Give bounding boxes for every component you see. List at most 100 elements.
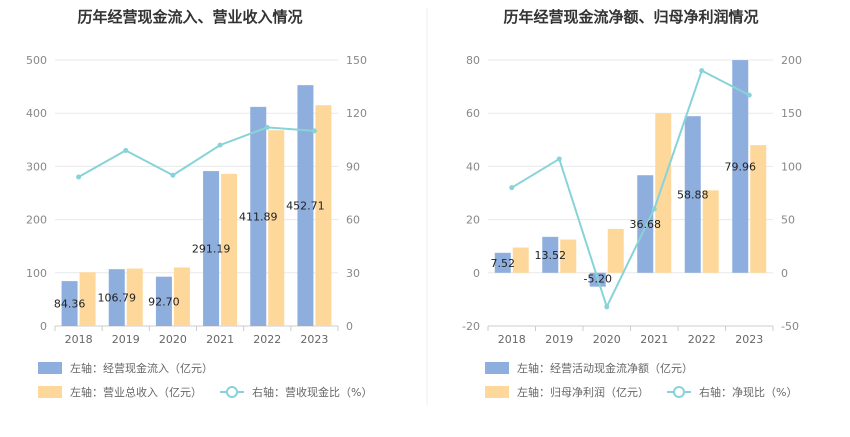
chart2-x-tick-label: 2022 [688, 333, 716, 346]
chart2-data-label: 13.52 [535, 249, 567, 262]
chart2-x-tick-label: 2020 [593, 333, 621, 346]
chart1-x-tick-label: 2019 [112, 333, 140, 346]
chart2-line-point [556, 156, 562, 162]
chart2-bar-s2 [702, 190, 719, 273]
chart1-line-point [311, 128, 317, 134]
chart1-x-tick-label: 2020 [159, 333, 187, 346]
chart1-line-point [123, 147, 129, 153]
chart2-bar-s2 [750, 145, 767, 273]
chart2-line-s3 [511, 69, 750, 310]
chart1-right-tick: 0 [346, 320, 353, 333]
chart1-bar-s1 [61, 281, 78, 326]
chart2-legend-marker-s3 [673, 386, 685, 398]
chart2-data-label: 36.68 [630, 218, 662, 231]
chart2-right-tick: -50 [781, 320, 799, 333]
chart1-bar-s1 [297, 85, 314, 326]
chart2-line-point [604, 304, 610, 310]
chart2-legend-label-s3: 右轴：净现比（%） [699, 385, 797, 399]
chart2-line-point [699, 68, 705, 74]
chart1-bar-s1 [250, 106, 267, 327]
chart2-data-label: 58.88 [677, 188, 709, 201]
chart2-bar-s1 [732, 60, 749, 273]
chart1-left-tick: 300 [26, 160, 47, 173]
chart1-data-label: 291.19 [192, 243, 231, 256]
chart2-left-tick: 20 [466, 214, 480, 227]
chart1-line-s3 [78, 126, 315, 178]
chart1-bar-s2 [268, 130, 285, 326]
chart1-legend-swatch-s1 [38, 362, 62, 374]
chart1-title: 历年经营现金流入、营业收入情况 [77, 8, 302, 26]
chart1-data-label: 452.71 [286, 200, 325, 213]
chart2-bar-s1 [684, 116, 701, 273]
chart1-bar-s2 [221, 173, 238, 326]
chart1-x-tick-label: 2022 [253, 333, 281, 346]
chart1-right-tick: 120 [346, 107, 367, 120]
chart1-left-tick: 500 [26, 54, 47, 67]
chart1-line-point [170, 172, 176, 178]
chart2-left-tick: -20 [462, 320, 480, 333]
chart1-line-point [76, 174, 82, 180]
chart2-right-tick: 50 [781, 214, 795, 227]
chart1-right-tick: 60 [346, 214, 360, 227]
chart1-legend-swatch-s2 [38, 386, 62, 398]
chart2-x-tick-label: 2018 [498, 333, 526, 346]
chart2-left-tick: 40 [466, 160, 480, 173]
chart1-bar-s1 [203, 171, 220, 326]
chart2-right-tick: 150 [781, 107, 802, 120]
chart2-line-point [509, 185, 515, 191]
chart2-right-tick: 200 [781, 54, 802, 67]
chart1-data-label: 411.89 [239, 210, 278, 223]
chart2-legend-swatch-s1 [485, 362, 509, 374]
chart2-data-label: -5.20 [584, 273, 612, 286]
chart2-x-tick-label: 2021 [640, 333, 668, 346]
chart2-bar-s2 [560, 239, 577, 273]
chart2-legend-label-s2: 左轴：归母净利润（亿元） [517, 385, 649, 399]
chart2-right-tick: 100 [781, 160, 802, 173]
chart1-data-label: 92.70 [148, 295, 180, 308]
chart1-right-tick: 30 [346, 267, 360, 280]
chart2-legend-swatch-s2 [485, 386, 509, 398]
chart2-bar-s2 [512, 247, 529, 273]
chart2-bar-s2 [655, 113, 672, 273]
chart1-right-tick: 150 [346, 54, 367, 67]
chart2-right-tick: 0 [781, 267, 788, 280]
chart1-bar-s2 [315, 105, 332, 326]
chart1-bar-s1 [155, 276, 172, 326]
chart1-left-tick: 0 [40, 320, 47, 333]
chart2-title: 历年经营现金流净额、归母净利润情况 [503, 8, 758, 26]
chart1-left-tick: 400 [26, 107, 47, 120]
chart1-bar-s1 [108, 269, 125, 326]
chart1-bar-s2 [173, 267, 190, 326]
chart2-bar-s1 [494, 252, 511, 273]
chart1-bar-s2 [126, 268, 143, 326]
chart1-right-tick: 90 [346, 160, 360, 173]
chart2-left-tick: 60 [466, 107, 480, 120]
chart1-legend-label-s1: 左轴：经营现金流入（亿元） [70, 361, 213, 375]
chart2-left-tick: 0 [473, 267, 480, 280]
chart1-x-tick-label: 2023 [300, 333, 328, 346]
chart2-legend-label-s1: 左轴：经营活动现金流净额（亿元） [517, 361, 693, 375]
chart1-line-point [217, 142, 223, 148]
chart1-line-point [264, 124, 270, 130]
chart2-line-point [746, 92, 752, 98]
chart2-line-point [651, 206, 657, 212]
chart2-x-tick-label: 2023 [735, 333, 763, 346]
chart1-data-label: 106.79 [98, 292, 137, 305]
chart1-legend-marker-s3 [226, 386, 238, 398]
chart1-left-tick: 100 [26, 267, 47, 280]
chart1-data-label: 84.36 [54, 298, 86, 311]
chart2-bar-s1 [542, 236, 559, 273]
chart1-x-tick-label: 2021 [206, 333, 234, 346]
chart1-legend-label-s3: 右轴：营收现金比（%） [252, 385, 372, 399]
chart2-data-label: 79.96 [725, 160, 757, 173]
chart1-left-tick: 200 [26, 214, 47, 227]
chart1-bar-s2 [79, 272, 96, 326]
chart1-x-tick-label: 2018 [65, 333, 93, 346]
chart1-legend-label-s2: 左轴：营业总收入（亿元） [70, 385, 202, 399]
chart2-left-tick: 80 [466, 54, 480, 67]
chart2-bar-s1 [637, 175, 654, 273]
chart2-data-label: 7.52 [491, 257, 516, 270]
chart2-x-tick-label: 2019 [545, 333, 573, 346]
